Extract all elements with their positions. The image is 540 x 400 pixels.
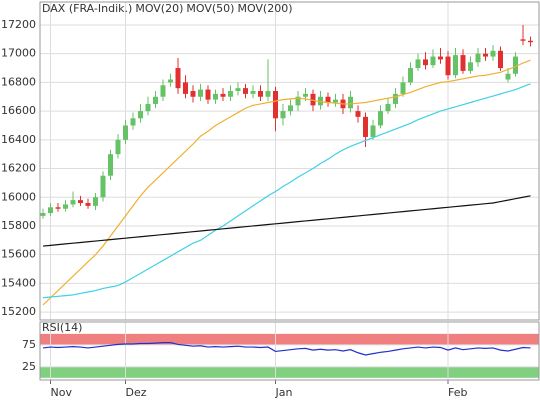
rsi-title: RSI(14) bbox=[42, 321, 82, 334]
candle-body bbox=[423, 59, 428, 66]
x-tick-label: Jan bbox=[275, 386, 293, 399]
line bbox=[42, 59, 531, 306]
candle-body bbox=[348, 96, 353, 109]
candle-body bbox=[415, 59, 421, 69]
candle-body bbox=[310, 93, 316, 106]
candle-body bbox=[445, 56, 451, 76]
candle-body bbox=[483, 53, 488, 57]
candle-body bbox=[333, 99, 338, 103]
candle-body bbox=[93, 197, 98, 206]
candle-body bbox=[55, 207, 61, 209]
candle-body bbox=[243, 88, 248, 94]
candle-body bbox=[198, 89, 203, 97]
legend-entry: DAX (FRA-Indik.) bbox=[42, 2, 132, 15]
candle-body bbox=[220, 93, 226, 97]
candle-body bbox=[475, 53, 481, 63]
x-tick-label: Feb bbox=[448, 386, 467, 399]
candle-body bbox=[520, 39, 526, 41]
candle-body bbox=[393, 93, 398, 104]
candle-body bbox=[505, 73, 511, 80]
plot-frame bbox=[39, 1, 540, 321]
candle-body bbox=[258, 91, 263, 97]
candle-body bbox=[385, 103, 391, 112]
candle-body bbox=[280, 111, 286, 119]
candle-body bbox=[63, 204, 68, 209]
candle-body bbox=[355, 111, 361, 117]
y-tick-label: 16200 bbox=[1, 162, 36, 175]
candle-body bbox=[408, 68, 413, 83]
y-tick-label: 15200 bbox=[1, 305, 36, 318]
candle-body bbox=[160, 85, 166, 97]
candle-body bbox=[205, 89, 211, 100]
candle-body bbox=[213, 93, 218, 100]
candle-body bbox=[70, 200, 76, 205]
candle-body bbox=[228, 91, 233, 97]
y-tick-label: 16800 bbox=[1, 75, 36, 88]
candle-body bbox=[130, 118, 136, 126]
candle-body bbox=[468, 62, 473, 71]
candle-body bbox=[85, 202, 91, 206]
candle-body bbox=[175, 68, 181, 89]
candle-body bbox=[370, 125, 376, 137]
candle-body bbox=[265, 91, 271, 97]
legend-entry: MOV(200) bbox=[237, 2, 292, 15]
candle-body bbox=[153, 96, 158, 104]
y-tick-label: 15600 bbox=[1, 248, 36, 261]
candle-body bbox=[430, 56, 436, 66]
candle-body bbox=[378, 111, 383, 126]
candle-body bbox=[325, 96, 331, 103]
plot-frame bbox=[39, 321, 540, 381]
candle-body bbox=[318, 96, 323, 106]
candle-body bbox=[400, 82, 406, 94]
y-tick-label: 17000 bbox=[1, 47, 36, 60]
y-tick-label: 17200 bbox=[1, 18, 36, 31]
candle-body bbox=[108, 154, 113, 176]
y-tick-label: 16600 bbox=[1, 104, 36, 117]
candle-body bbox=[288, 105, 293, 112]
candle-body bbox=[528, 40, 533, 43]
candle-body bbox=[40, 213, 46, 216]
candle-body bbox=[138, 111, 143, 119]
candle-body bbox=[295, 96, 301, 106]
candle-body bbox=[235, 88, 241, 92]
line bbox=[42, 195, 531, 247]
candle-body bbox=[460, 55, 466, 71]
y-tick-label: 25 bbox=[22, 360, 36, 373]
candle-body bbox=[513, 56, 518, 74]
y-tick-label: 75 bbox=[22, 338, 36, 351]
candle-body bbox=[183, 82, 188, 94]
candle-body bbox=[453, 55, 458, 76]
candle-body bbox=[168, 79, 173, 83]
x-tick-label: Dez bbox=[126, 386, 147, 399]
y-tick-label: 16400 bbox=[1, 133, 36, 146]
candle-body bbox=[490, 50, 496, 57]
candle-body bbox=[498, 50, 503, 69]
rsi-band bbox=[40, 333, 539, 345]
candle-body bbox=[250, 91, 256, 94]
line bbox=[42, 342, 531, 356]
candle-body bbox=[273, 91, 278, 119]
candle-body bbox=[190, 91, 196, 97]
y-tick-label: 15800 bbox=[1, 219, 36, 232]
candle-body bbox=[363, 116, 368, 137]
candle-body bbox=[123, 125, 128, 140]
candle-body bbox=[438, 56, 443, 60]
candle-body bbox=[115, 139, 121, 155]
rsi-band bbox=[40, 366, 539, 378]
y-tick-label: 15400 bbox=[1, 276, 36, 289]
y-tick-label: 16000 bbox=[1, 190, 36, 203]
candle-body bbox=[48, 207, 53, 214]
line bbox=[42, 83, 531, 299]
candle-body bbox=[100, 175, 106, 198]
x-tick-label: Nov bbox=[51, 386, 73, 399]
candle-body bbox=[303, 93, 308, 97]
candle-body bbox=[78, 200, 83, 203]
legend-entry: MOV(50) bbox=[186, 2, 234, 15]
legend-entry: MOV(20) bbox=[135, 2, 183, 15]
candle-body bbox=[145, 103, 151, 112]
